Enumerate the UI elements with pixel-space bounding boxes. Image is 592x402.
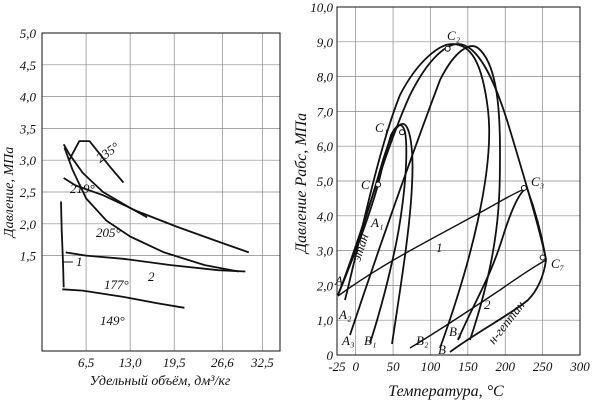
- left-y-axis-label: Давление, МПа: [2, 147, 17, 240]
- right-x-tick-label: 250: [533, 359, 553, 374]
- right-y-ticks: 0 1,0 2,0 3,0 4,0 5,0 6,0 7,0 8,0 9,0 10,0: [310, 0, 333, 363]
- left-series-label-219: 219°: [70, 181, 95, 196]
- point-label-b: B: [438, 342, 446, 357]
- curve-heptane: [449, 259, 547, 353]
- left-curve-label-2: 2: [148, 269, 155, 284]
- point-label-b2: B₂: [416, 333, 429, 348]
- right-x-tick-label: 0: [352, 359, 359, 374]
- critical-point-marker: [399, 129, 406, 136]
- left-x-tick-label: 19,5: [163, 355, 186, 370]
- curve-label-1: 1: [436, 240, 443, 255]
- envelope-ethane: [337, 124, 408, 344]
- right-x-tick-label: 50: [387, 359, 401, 374]
- left-series-label-205: 205°: [96, 225, 121, 240]
- left-y-tick-label: 4,5: [20, 58, 37, 73]
- right-x-tick-label: -25: [328, 359, 346, 374]
- right-y-axis-label: Давление Pабс, МПа: [293, 113, 310, 255]
- right-y-tick-label: 8,0: [317, 70, 334, 85]
- chart-left-specific-volume: 1,5 2,0 2,5 3,0 3,5 4,0 4,5 5,0 6,5 13,0 19,5 26,6…: [2, 26, 281, 389]
- right-x-axis-label: Температура, °С: [388, 383, 504, 400]
- right-y-tick-label: 0: [327, 348, 334, 363]
- critical-point-marker: [444, 45, 451, 52]
- critical-point-marker: [375, 181, 382, 188]
- envelope-c3-right: [457, 187, 528, 341]
- right-x-tick-label: 100: [421, 359, 441, 374]
- left-series-line-1: [60, 201, 65, 288]
- point-label-a1: A₁: [370, 215, 383, 230]
- point-label-a2: A₂: [338, 307, 352, 322]
- point-label-c2: C₂: [447, 28, 461, 43]
- point-label-b3: B₃: [449, 324, 461, 339]
- point-label-c3: C₃: [531, 174, 544, 189]
- left-x-tick-label: 32,5: [250, 355, 274, 370]
- left-x-tick-label: 6,5: [78, 355, 95, 370]
- right-y-tick-label: 3,0: [316, 244, 334, 259]
- right-y-tick-label: 5,0: [317, 174, 334, 189]
- right-y-tick-label: 6,0: [317, 139, 334, 154]
- right-y-tick-label: 10,0: [310, 0, 333, 15]
- point-label-a: A: [334, 273, 343, 288]
- left-x-ticks: 6,5 13,0 19,5 26,6 32,5: [78, 355, 274, 370]
- right-y-tick-label: 7,0: [317, 104, 334, 119]
- left-series-label-235: 235°: [93, 139, 122, 165]
- left-y-tick-label: 2,5: [20, 185, 37, 200]
- left-grid: [42, 32, 280, 351]
- left-x-axis-label: Удельный объём, дм³/кг: [90, 374, 231, 389]
- left-plot-frame: [41, 32, 281, 352]
- critical-point-marker: [539, 254, 546, 261]
- left-series-line-2: [63, 147, 239, 273]
- left-y-ticks: 1,5 2,0 2,5 3,0 3,5 4,0 4,5 5,0: [19, 26, 37, 264]
- curve-1: [337, 187, 528, 297]
- curve-label-2: 2: [484, 297, 491, 312]
- left-y-tick-label: 4,0: [20, 90, 37, 105]
- right-plot-frame: [336, 6, 581, 356]
- curve-2: [409, 259, 547, 349]
- right-x-tick-label: 150: [458, 359, 478, 374]
- right-y-tick-label: 9,0: [317, 35, 334, 50]
- envelope-outer: [337, 43, 547, 296]
- left-series-line-235: [68, 140, 125, 184]
- chart-right-pressure-temperature: 01,02,03,04,05,06,07,08,09,010,0 -25 0 50 1…: [293, 0, 590, 400]
- curve-label-heptane: н-гептан: [485, 298, 528, 347]
- left-curve-label-1: 1: [76, 254, 83, 269]
- right-x-ticks: -25 0 50 100 150 200 250 300: [328, 359, 590, 374]
- left-y-tick-label: 5,0: [20, 26, 37, 41]
- right-y-tick-label: 1,0: [317, 313, 334, 328]
- point-label-b1: B₁: [364, 333, 376, 348]
- left-y-tick-label: 3,5: [19, 121, 37, 136]
- envelope-c2: [344, 43, 491, 349]
- left-series-line-149: [62, 288, 185, 309]
- left-x-tick-label: 13,0: [119, 355, 142, 370]
- left-curves: [60, 140, 250, 309]
- point-label-c1: C₁: [375, 120, 388, 135]
- right-y-tick-label: 4,0: [317, 209, 334, 224]
- curve-label-ethane: этан: [349, 232, 372, 263]
- right-critical-points: [375, 45, 546, 261]
- envelope-c3-left: [349, 45, 501, 341]
- left-series-line-177: [65, 251, 246, 273]
- left-series-line-205: [63, 177, 250, 254]
- left-series-label-177: 177°: [104, 277, 129, 292]
- right-x-tick-label: 300: [569, 359, 590, 374]
- critical-point-marker: [520, 184, 527, 191]
- point-label-c7: C₇: [551, 256, 565, 271]
- left-y-tick-label: 1,5: [20, 249, 37, 264]
- left-x-tick-label: 26,6: [211, 355, 234, 370]
- left-y-tick-label: 3,0: [19, 153, 37, 168]
- left-y-tick-label: 2,0: [20, 217, 37, 232]
- point-label-c: C: [361, 177, 370, 192]
- right-y-tick-label: 2,0: [317, 278, 334, 293]
- left-series-label-149: 149°: [100, 313, 125, 328]
- right-x-tick-label: 200: [495, 359, 515, 374]
- right-curves: [337, 43, 547, 353]
- point-label-a3: A₃: [341, 333, 354, 348]
